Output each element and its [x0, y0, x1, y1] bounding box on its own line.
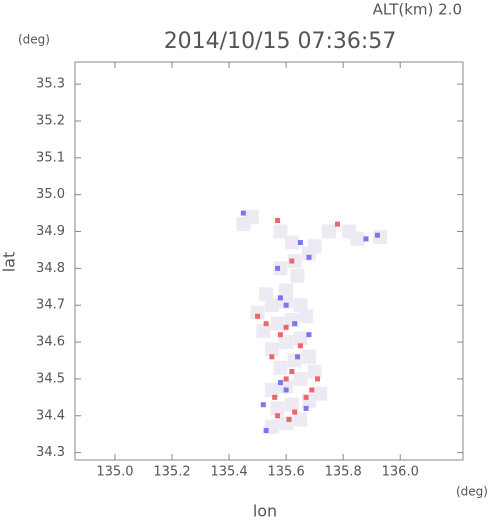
y-unit: (deg) [18, 33, 50, 47]
radar-cell [240, 210, 246, 216]
radar-cell [279, 335, 294, 350]
radar-cell [270, 401, 285, 416]
radar-cell [303, 405, 309, 411]
radar-cell [264, 382, 279, 397]
radar-cell [307, 364, 322, 379]
radar-cell [286, 416, 292, 422]
radar-cell [307, 239, 322, 254]
x-axis-label: lon [253, 502, 277, 521]
y-tick-label: 34.5 [36, 371, 65, 386]
radar-cell [263, 428, 269, 434]
x-tick-label: 135.2 [153, 465, 190, 480]
radar-cell [289, 369, 295, 375]
radar-cell [293, 371, 308, 386]
radar-cell [275, 265, 281, 271]
radar-cell [279, 283, 294, 298]
y-tick-label: 34.7 [36, 298, 65, 313]
radar-cell [297, 343, 303, 349]
chart-title: 2014/10/15 07:36:57 [164, 29, 397, 54]
radar-cell [272, 394, 278, 400]
radar-cell [287, 254, 302, 268]
radar-cell [350, 231, 365, 246]
radar-cell [301, 349, 316, 364]
y-axis-label: lat [0, 252, 19, 273]
radar-cell [273, 360, 288, 375]
plot-frame [74, 61, 464, 461]
radar-cell [283, 302, 289, 308]
x-tick-label: 135.8 [325, 465, 362, 480]
radar-cell [277, 332, 283, 338]
radar-cell [260, 402, 266, 408]
radar-cell [283, 387, 289, 393]
radar-cell [270, 316, 285, 331]
radar-cell [297, 240, 303, 246]
x-tick-label: 135.4 [210, 465, 247, 480]
radar-cell [250, 305, 265, 320]
radar-cell [292, 409, 298, 415]
radar-cell [275, 217, 281, 223]
radar-cell [306, 332, 312, 338]
radar-cell [295, 354, 301, 360]
radar-cell [293, 298, 308, 313]
y-tick-label: 34.6 [36, 335, 65, 350]
y-tick-label: 35.3 [36, 77, 65, 92]
radar-cell [273, 224, 288, 239]
radar-cell [264, 342, 279, 357]
radar-cell [284, 235, 299, 250]
y-tick-label: 34.3 [36, 445, 65, 460]
x-tick-label: 135.0 [96, 465, 133, 480]
radar-cell [259, 287, 274, 302]
radar-cell [321, 224, 336, 239]
radar-cell [255, 313, 261, 319]
radar-cell [303, 394, 309, 400]
radar-cell [309, 387, 315, 393]
radar-cell [264, 298, 279, 313]
x-unit: (deg) [456, 485, 488, 499]
radar-cell [374, 232, 380, 238]
radar-cell [269, 354, 275, 360]
radar-cell [263, 321, 269, 327]
radar-cell [273, 261, 288, 276]
radar-cell [275, 413, 281, 419]
radar-cell [277, 380, 283, 386]
radar-cell [299, 309, 314, 324]
y-tick-label: 34.4 [36, 408, 65, 423]
radar-cell [334, 221, 340, 227]
radar-cell [277, 295, 283, 301]
radar-cell [363, 236, 369, 242]
radar-cell [289, 258, 295, 264]
y-tick-label: 35.2 [36, 113, 65, 128]
x-tick-label: 136.0 [382, 465, 419, 480]
radar-cell [244, 209, 259, 224]
y-tick-label: 35.1 [36, 150, 65, 165]
radar-cell [290, 268, 305, 283]
x-tick-label: 135.6 [268, 465, 305, 480]
radar-cell [313, 386, 328, 401]
y-tick-label: 34.8 [36, 261, 65, 276]
radar-cell [292, 321, 298, 327]
radar-cell [315, 376, 320, 382]
radar-cell [283, 324, 289, 330]
altitude-label: ALT(km) 2.0 [373, 1, 462, 19]
y-tick-label: 34.9 [36, 224, 65, 239]
radar-cell [293, 331, 308, 346]
radar-cell [293, 412, 308, 427]
y-tick-label: 35.0 [36, 187, 65, 202]
radar-cell [284, 397, 299, 412]
radar-cell [256, 324, 271, 339]
radar-cell [306, 254, 312, 260]
radar-cell [283, 376, 289, 382]
